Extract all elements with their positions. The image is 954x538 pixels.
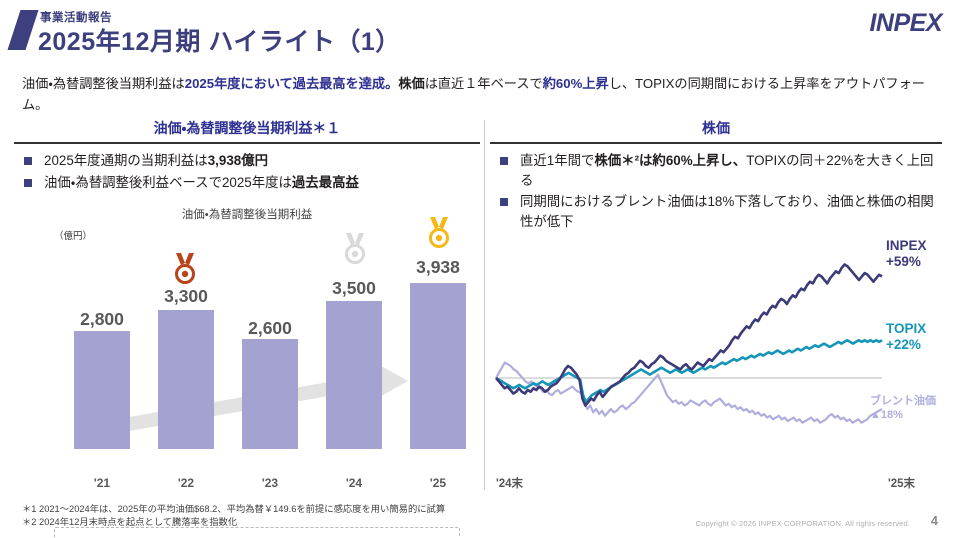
- bullet-text: 油価・為替調整後利益ベースで2025年度は: [44, 174, 292, 190]
- copyright-text: Copyright © 2026 INPEX CORPORATION. All …: [695, 519, 910, 528]
- legend-topix: TOPIX +22%: [886, 321, 926, 353]
- bullet-highlight: 株価＊²は約60%上昇し、: [594, 153, 747, 168]
- stock-price-chart: INPEX +59% TOPIX +22% ブレント油価 ▲18% '24末 '…: [490, 218, 942, 493]
- footnotes: ＊1 2021～2024年は、2025年の平均油価$68.2、平均為替￥149.…: [22, 503, 445, 529]
- lead-part4: は直近１年ベースで: [424, 76, 543, 91]
- series-line-inpex: [495, 263, 883, 407]
- lead-part1: 油価・為替調整後当期利益は: [22, 76, 185, 91]
- axis-label-end: '25末: [888, 478, 916, 490]
- inpex-logo: INPEX: [869, 9, 942, 37]
- bullet-text-tail: TOPIXの同＋22%を大きく上回る: [520, 153, 934, 188]
- bullet-square-icon: [24, 178, 32, 187]
- legend-topix-change: +22%: [886, 337, 921, 352]
- bronze-medal-icon: [175, 253, 195, 284]
- left-bullet-list: 2025年度通期の当期利益は3,938億円 油価・為替調整後利益ベースで2025…: [14, 151, 480, 192]
- bar-value-2022: 3,300: [164, 286, 208, 306]
- gold-medal-icon: [429, 217, 449, 248]
- lead-part6: し、TOPIXの同期間における上昇率をアウトパフォーム。: [22, 76, 925, 112]
- title-accent-bar: [7, 10, 39, 50]
- left-panel: 油価・為替調整後当期利益＊１ 2025年度通期の当期利益は3,938億円 油価・…: [14, 118, 480, 538]
- assumption-box: 為替 ¥149.6 油価 $68.2: [54, 527, 460, 538]
- bar-2022: [158, 310, 214, 449]
- legend-topix-label: TOPIX: [886, 321, 927, 336]
- axis-label-2023: '23: [261, 476, 279, 490]
- bullet-text: 2025年度通期の当期利益は: [44, 153, 208, 168]
- bar-value-2021: 2,800: [80, 309, 124, 329]
- bullet-square-icon: [500, 198, 508, 206]
- list-item: 直近1年間で株価＊²は約60%上昇し、TOPIXの同＋22%を大きく上回る: [490, 151, 942, 190]
- bullet-highlight: 3,938億円: [207, 153, 268, 168]
- series-line-brent: [495, 361, 883, 424]
- lead-part5: 約60%上昇: [542, 76, 609, 91]
- right-panel-rule: [490, 142, 942, 144]
- legend-inpex: INPEX +59%: [886, 238, 927, 270]
- legend-inpex-change: +59%: [886, 254, 921, 269]
- bar-2024: [326, 301, 382, 449]
- legend-inpex-label: INPEX: [886, 238, 927, 253]
- legend-brent-change: ▲18%: [870, 409, 903, 421]
- bullet-square-icon: [500, 157, 508, 165]
- bullet-highlight: 過去最高益: [291, 174, 359, 190]
- header-kicker: 事業活動報告: [40, 12, 112, 24]
- axis-label-2021: '21: [93, 476, 111, 490]
- axis-label-2024: '24: [345, 476, 363, 490]
- bullet-text: 直近1年間で: [520, 153, 595, 168]
- slide-header: 事業活動報告 2025年12月期 ハイライト（1） INPEX: [0, 0, 954, 62]
- panel-divider: [484, 120, 485, 490]
- legend-brent: ブレント油価 ▲18%: [870, 394, 936, 422]
- left-panel-rule: [14, 142, 480, 144]
- bar-chart-title: 油価・為替調整後当期利益: [181, 209, 313, 221]
- footnote-1: ＊1 2021～2024年は、2025年の平均油価$68.2、平均為替￥149.…: [22, 504, 446, 514]
- right-bullet-list: 直近1年間で株価＊²は約60%上昇し、TOPIXの同＋22%を大きく上回る 同期…: [490, 151, 942, 231]
- axis-label-2022: '22: [177, 476, 195, 490]
- bar-2021: [74, 331, 130, 449]
- bar-value-2025: 3,938: [416, 257, 460, 277]
- lead-paragraph: 油価・為替調整後当期利益は2025年度において過去最高を達成。株価は直近１年ベー…: [22, 73, 937, 115]
- legend-brent-label: ブレント油価: [870, 395, 936, 407]
- lead-part2: 2025年度において過去最高を達成。: [184, 76, 399, 91]
- right-panel: 株価 直近1年間で株価＊²は約60%上昇し、TOPIXの同＋22%を大きく上回る…: [490, 118, 942, 493]
- bullet-square-icon: [24, 157, 32, 165]
- list-item: 油価・為替調整後利益ベースで2025年度は過去最高益: [14, 173, 480, 193]
- bar-chart-unit-label: （億円）: [54, 231, 93, 242]
- list-item: 2025年度通期の当期利益は3,938億円: [14, 151, 480, 171]
- axis-label-2025: '25: [429, 476, 447, 490]
- bar-value-2024: 3,500: [332, 278, 376, 298]
- bar-2023: [242, 339, 298, 449]
- axis-label-start: '24末: [496, 478, 524, 490]
- silver-medal-icon: [345, 233, 365, 264]
- stock-price-svg: [495, 263, 883, 424]
- list-item: 同期間におけるブレント油価は18%下落しており、油価と株価の相関性が低下: [490, 192, 942, 231]
- bar-2025: [410, 283, 466, 449]
- left-panel-heading: 油価・為替調整後当期利益＊１: [153, 120, 341, 136]
- bullet-text: 同期間におけるブレント油価は18%下落しており、油価と株価の相関性が低下: [520, 194, 934, 229]
- right-panel-heading: 株価: [702, 120, 730, 136]
- footnote-2: ＊2 2024年12月末時点を起点として騰落率を指数化: [22, 517, 238, 527]
- page-title: 2025年12月期 ハイライト（1）: [38, 28, 401, 56]
- bar-value-2023: 2,600: [248, 318, 292, 338]
- lead-part3: 株価: [398, 76, 425, 91]
- page-number: 4: [931, 514, 938, 528]
